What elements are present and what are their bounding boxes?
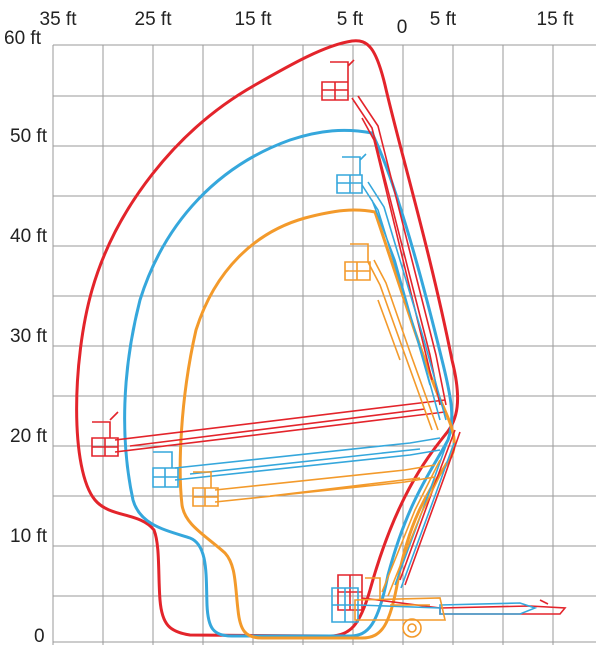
orange-wheel bbox=[402, 618, 422, 638]
y-tick-label: 20 ft bbox=[10, 426, 48, 447]
y-tick-label: 60 ft bbox=[4, 28, 42, 49]
red-lower-boom bbox=[399, 429, 461, 586]
blue-chassis bbox=[331, 587, 538, 623]
y-tick-label: 40 ft bbox=[10, 226, 48, 247]
red-boom-configurations bbox=[91, 59, 567, 615]
x-tick-label: 5 ft bbox=[430, 9, 457, 30]
blue-horizontal-boom bbox=[174, 437, 441, 481]
blue-horizontal-bucket bbox=[152, 451, 179, 488]
y-tick-label: 50 ft bbox=[10, 126, 48, 147]
orange-upper-bucket bbox=[344, 243, 371, 281]
x-tick-label: 15 ft bbox=[235, 9, 273, 30]
orange-wheel-hub bbox=[407, 623, 417, 633]
x-tick-label: 0 bbox=[397, 17, 408, 38]
blue-boom-configurations bbox=[152, 153, 538, 623]
x-tick-label: 5 ft bbox=[337, 9, 364, 30]
orange-upper-boom bbox=[367, 259, 439, 431]
orange-lower-boom bbox=[381, 459, 447, 597]
x-axis-labels: 35 ft 25 ft 15 ft 5 ft 0 5 ft 15 ft bbox=[40, 9, 575, 38]
red-horizontal-boom bbox=[114, 399, 446, 453]
orange-horizontal-bucket bbox=[192, 471, 219, 507]
blue-lower-boom bbox=[394, 439, 455, 589]
grid bbox=[52, 44, 596, 645]
blue-upper-boom bbox=[361, 181, 447, 421]
x-tick-label: 15 ft bbox=[537, 9, 575, 30]
y-axis-labels: 60 ft 50 ft 40 ft 30 ft 20 ft 10 ft 0 bbox=[4, 28, 48, 645]
orange-boom-configurations bbox=[192, 243, 447, 638]
orange-reach-envelope bbox=[178, 208, 456, 640]
y-tick-label: 10 ft bbox=[10, 526, 48, 547]
y-tick-label: 30 ft bbox=[10, 326, 48, 347]
orange-chassis bbox=[354, 577, 447, 621]
y-tick-label: 0 bbox=[34, 626, 45, 645]
x-tick-label: 35 ft bbox=[40, 9, 78, 30]
red-reach-envelope bbox=[75, 39, 460, 638]
orange-horizontal-boom bbox=[214, 464, 436, 503]
blue-reach-envelope bbox=[123, 128, 454, 638]
x-tick-label: 25 ft bbox=[135, 9, 173, 30]
red-chassis bbox=[337, 574, 567, 615]
blue-upper-bucket bbox=[336, 153, 367, 194]
red-upper-bucket bbox=[321, 59, 355, 101]
red-horizontal-bucket bbox=[91, 411, 119, 457]
